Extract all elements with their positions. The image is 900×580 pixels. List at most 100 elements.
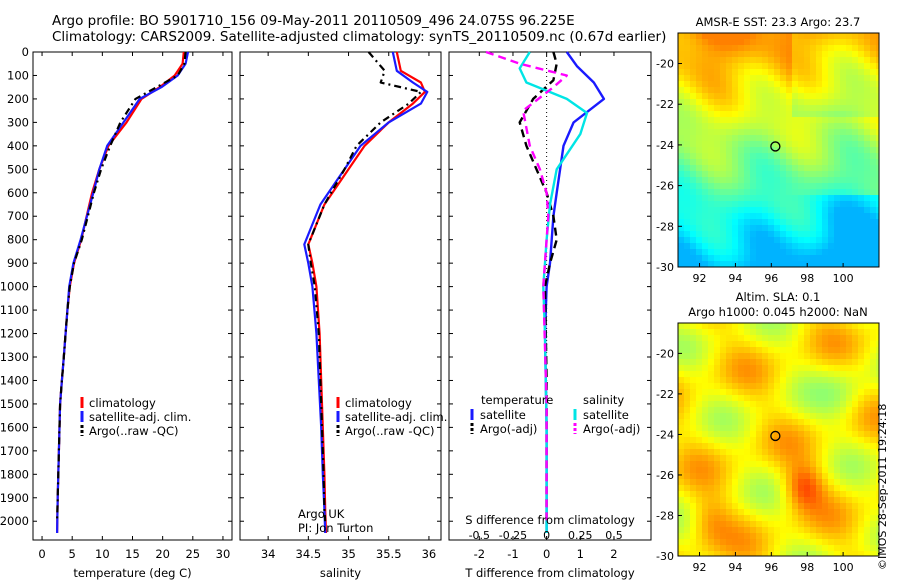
sst_map-cell xyxy=(798,237,804,243)
sst_map-cell xyxy=(738,63,744,69)
sla_map-cell xyxy=(858,467,864,473)
sst_map-cell xyxy=(840,135,846,141)
sla_map-cell xyxy=(738,497,744,503)
sla_map-cell xyxy=(858,539,864,545)
sst_map-cell xyxy=(744,183,750,189)
sla_map-cell xyxy=(876,497,879,503)
sst_map-cell xyxy=(822,57,828,63)
sla_map-cell xyxy=(702,509,708,515)
sst_map-cell xyxy=(834,261,840,267)
sst_map-cell xyxy=(756,135,762,141)
sla_map-cell xyxy=(678,329,684,335)
sla_map-cell xyxy=(822,377,828,383)
sst_map-cell xyxy=(732,171,738,177)
sst_map-cell xyxy=(852,45,858,51)
sst_map-cell xyxy=(696,225,702,231)
sst_map-cell xyxy=(798,51,804,57)
sla_map-cell xyxy=(816,521,822,527)
sst_map-cell xyxy=(786,135,792,141)
sla_map-cell xyxy=(864,515,870,521)
sla_map-cell xyxy=(774,455,780,461)
sla_map-cell xyxy=(852,473,858,479)
sst_map-cell xyxy=(816,129,822,135)
sla_map-cell xyxy=(684,425,690,431)
sst_map-cell xyxy=(762,153,768,159)
sla_map-cell xyxy=(828,389,834,395)
sst_map-cell xyxy=(834,255,840,261)
sla_map-cell xyxy=(876,335,879,341)
sst_map-cell xyxy=(828,219,834,225)
sla_map-cell xyxy=(870,383,876,389)
sla_map-cell xyxy=(834,329,840,335)
sst_map-cell xyxy=(846,105,852,111)
sla_map-cell xyxy=(786,545,792,551)
sla_map-cell xyxy=(846,419,852,425)
sla_map-cell xyxy=(786,359,792,365)
sst_map-cell xyxy=(846,153,852,159)
sla_map-cell xyxy=(804,353,810,359)
sst_map-cell xyxy=(714,183,720,189)
sst_map-cell xyxy=(858,225,864,231)
sla_map-cell xyxy=(726,473,732,479)
sst_map-cell xyxy=(720,237,726,243)
sst_map-cell xyxy=(864,93,870,99)
salinity-diff-tick-label: 0.5 xyxy=(605,529,623,542)
sst_map-cell xyxy=(822,117,828,123)
sst_map-cell xyxy=(792,45,798,51)
sla_map-cell xyxy=(708,515,714,521)
sla_map-cell xyxy=(738,455,744,461)
sst_map-cell xyxy=(732,237,738,243)
sla_map-cell xyxy=(702,467,708,473)
sst_map-cell xyxy=(858,255,864,261)
sla_map-cell xyxy=(846,467,852,473)
sla_map-cell xyxy=(840,341,846,347)
sla_map-cell xyxy=(786,425,792,431)
sla_map-cell xyxy=(870,551,876,556)
sla_map-cell xyxy=(744,467,750,473)
sla_map-cell xyxy=(756,353,762,359)
sla_map-cell xyxy=(684,497,690,503)
sla_map-cell xyxy=(756,431,762,437)
difference-legend-label: Argo(-adj) xyxy=(480,422,537,436)
sla_map-cell xyxy=(690,335,696,341)
sla_map-cell xyxy=(792,323,798,329)
sst_map-cell xyxy=(804,57,810,63)
sla_map-cell xyxy=(678,485,684,491)
sla_map-cell xyxy=(810,551,816,556)
sla_map-argo-marker xyxy=(770,430,781,442)
sst_map-cell xyxy=(720,243,726,249)
sst_map-cell xyxy=(804,201,810,207)
sst_map-cell xyxy=(768,129,774,135)
sst_map-cell xyxy=(750,165,756,171)
sst_map-cell xyxy=(864,63,870,69)
sst_map-cell xyxy=(834,177,840,183)
sla_map-cell xyxy=(804,503,810,509)
sst_map-cell xyxy=(828,57,834,63)
sst_map-cell xyxy=(864,249,870,255)
sla_map-cell xyxy=(732,497,738,503)
sst_map-cell xyxy=(810,201,816,207)
sst_map-cell xyxy=(864,243,870,249)
sla_map-cell xyxy=(852,413,858,419)
sst_map-cell xyxy=(810,87,816,93)
sst_map-cell xyxy=(714,165,720,171)
sla_map-cell xyxy=(756,473,762,479)
sla_map-cell xyxy=(822,365,828,371)
sla_map-cell xyxy=(678,497,684,503)
sst_map-cell xyxy=(678,219,684,225)
sst_map-cell xyxy=(774,75,780,81)
sst_map-cell xyxy=(678,69,684,75)
sst_map-cell xyxy=(804,219,810,225)
sst_map-cell xyxy=(750,261,756,267)
sla_map-cell xyxy=(822,341,828,347)
sla_map-cell xyxy=(816,395,822,401)
sla_map-cell xyxy=(846,455,852,461)
sst_map-cell xyxy=(774,111,780,117)
sla_map-cell xyxy=(786,467,792,473)
sst_map-cell xyxy=(768,51,774,57)
sla_map-cell xyxy=(840,473,846,479)
sst_map-cell xyxy=(828,183,834,189)
sla_map-cell xyxy=(792,371,798,377)
sst_map-cell xyxy=(756,57,762,63)
sst_map-cell xyxy=(684,87,690,93)
